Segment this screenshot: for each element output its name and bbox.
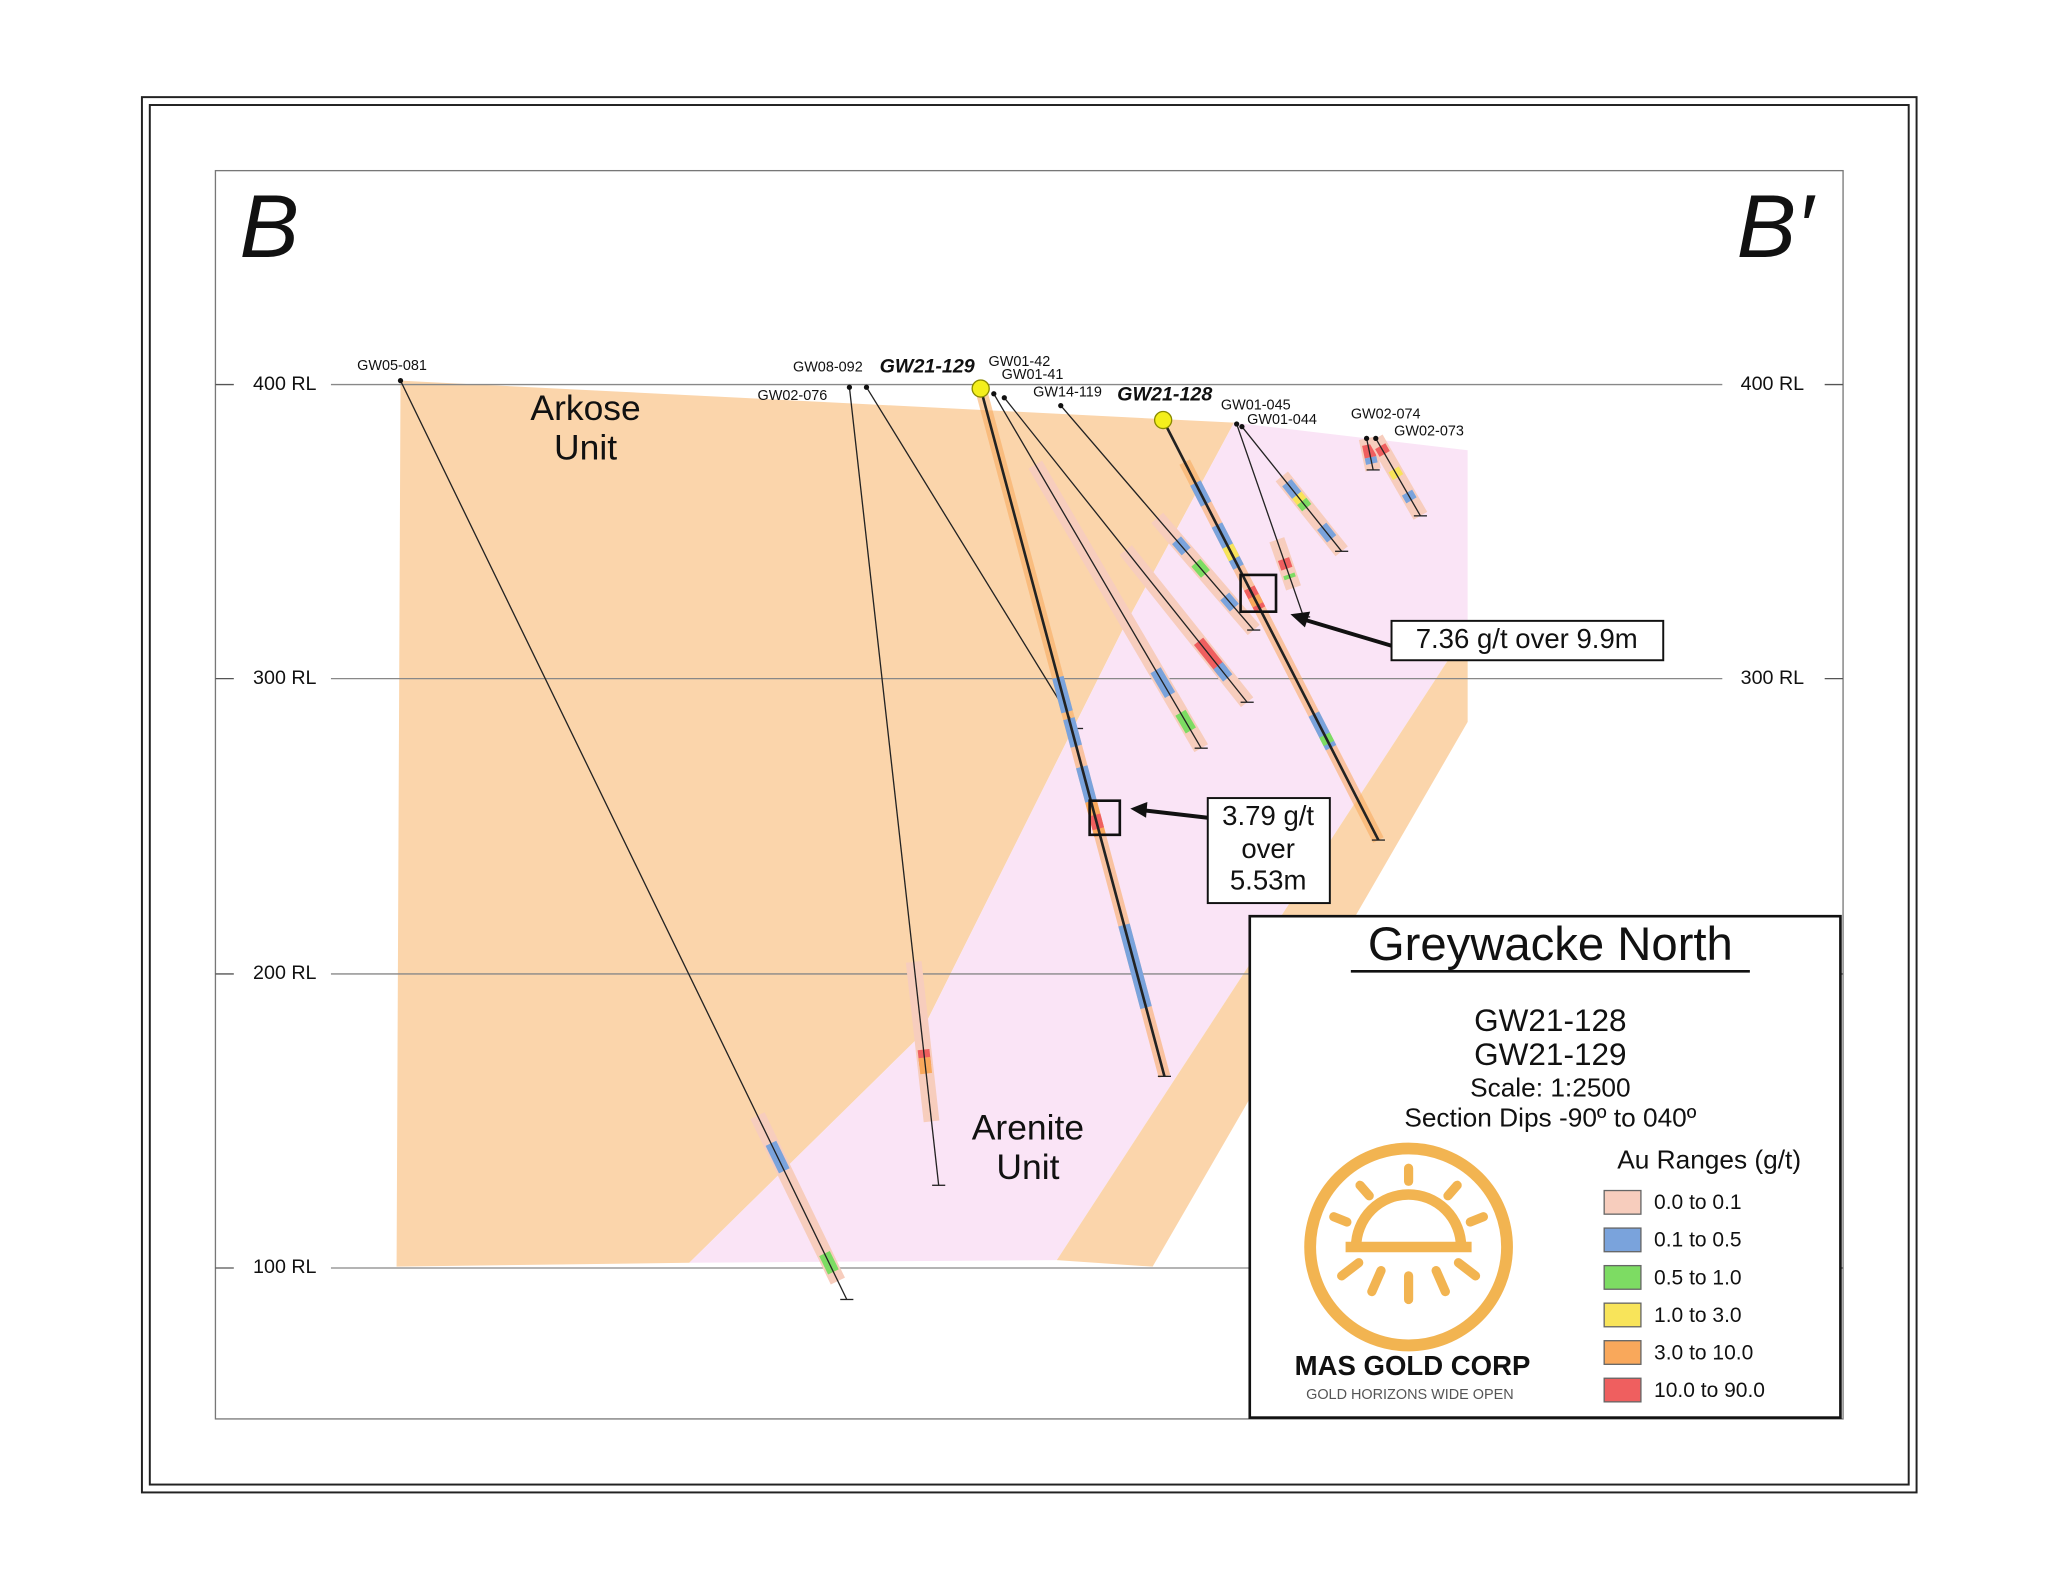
legend-hole: GW21-128 — [1474, 1002, 1626, 1038]
range-label: 0.5 to 1.0 — [1654, 1266, 1742, 1289]
callout-box — [1390, 619, 1665, 662]
collar — [397, 378, 404, 384]
drill-trace — [979, 388, 1166, 1077]
level-label: 300 RL — [1741, 667, 1804, 689]
arkose-unit-area — [396, 380, 1235, 1267]
highlight-box — [1239, 573, 1278, 613]
callout-box — [1206, 797, 1331, 905]
range-label: 1.0 to 3.0 — [1654, 1304, 1742, 1327]
hole-label: GW02-076 — [758, 388, 828, 404]
collar — [1239, 423, 1245, 430]
collar — [1363, 435, 1370, 442]
logo: MAS GOLD CORP GOLD HORIZONS WIDE OPEN — [1295, 1142, 1531, 1403]
callout-text: 3.79 g/t — [1222, 800, 1314, 831]
drill-trace — [1375, 438, 1421, 517]
collar — [1058, 402, 1064, 409]
hole-label: GW02-073 — [1394, 424, 1464, 440]
drill-trace — [865, 386, 1078, 729]
range-label: 0.1 to 0.5 — [1654, 1229, 1742, 1252]
range-swatch — [1603, 1227, 1642, 1253]
unit-label: Arkose — [530, 388, 640, 428]
hole-label: GW01-045 — [1221, 397, 1291, 413]
logo-name: MAS GOLD CORP — [1295, 1350, 1531, 1381]
hole-label: GW01-41 — [1002, 367, 1064, 383]
logo-ring — [1304, 1142, 1513, 1352]
collar — [1001, 395, 1007, 401]
range-label: 3.0 to 10.0 — [1654, 1341, 1753, 1364]
section-start-label: B — [239, 176, 299, 276]
hole-label: GW02-074 — [1351, 407, 1421, 423]
logo-rays — [1329, 1163, 1489, 1305]
unit-label: Unit — [554, 428, 617, 468]
level-label: 200 RL — [253, 962, 316, 984]
range-swatch — [1603, 1189, 1642, 1215]
callout-text: 7.36 g/t over 9.9m — [1416, 623, 1638, 654]
collar — [1234, 421, 1240, 427]
hole-label: GW01-044 — [1247, 412, 1317, 428]
level-label: 100 RL — [253, 1256, 316, 1278]
drill-trace — [1060, 405, 1255, 631]
section-end-label: B′ — [1737, 176, 1817, 276]
drill-trace — [1003, 397, 1248, 703]
arrow-head — [1130, 802, 1148, 818]
collar — [863, 384, 870, 390]
unit-label: Unit — [996, 1147, 1059, 1187]
ranges-title: Au Ranges (g/t) — [1617, 1145, 1801, 1175]
level-label: 400 RL — [253, 373, 316, 395]
drill-trace — [1236, 423, 1305, 618]
level-label: 300 RL — [253, 667, 316, 689]
logo-sun — [1350, 1189, 1467, 1248]
legend-hole: GW21-129 — [1474, 1036, 1626, 1072]
collar-highlight — [971, 379, 990, 398]
hole-label: GW08-092 — [793, 359, 863, 375]
range-swatch — [1603, 1302, 1642, 1328]
level-label: 400 RL — [1741, 373, 1804, 395]
drill-trace — [848, 387, 940, 1186]
inner-border — [148, 104, 1910, 1486]
hole-label: GW21-128 — [1117, 383, 1212, 405]
hole-label: GW21-129 — [880, 356, 975, 378]
drill-trace — [1241, 426, 1343, 552]
drill-trace — [1161, 419, 1380, 841]
hole-label: GW01-42 — [989, 354, 1051, 370]
legend-scale: Scale: 1:2500 — [1470, 1072, 1631, 1102]
collar — [991, 391, 997, 397]
drill-trace — [993, 393, 1202, 749]
callout-text: 5.53m — [1230, 864, 1307, 895]
range-swatch — [1603, 1264, 1642, 1290]
logo-tagline: GOLD HORIZONS WIDE OPEN — [1306, 1387, 1514, 1403]
callout-arrow — [1299, 616, 1393, 648]
hole-label: GW05-081 — [357, 358, 427, 374]
callout-text: over — [1241, 833, 1295, 864]
range-legend: 0.0 to 0.1 0.1 to 0.5 0.5 to 1.0 1.0 to 3.0… — [1603, 1189, 1765, 1403]
collar-highlight — [1153, 410, 1173, 430]
collar — [1373, 435, 1379, 442]
range-label: 0.0 to 0.1 — [1654, 1191, 1742, 1214]
drill-trace — [399, 380, 848, 1300]
range-label: 10.0 to 90.0 — [1654, 1379, 1765, 1402]
highlight-box — [1088, 799, 1122, 837]
drill-trace — [1365, 438, 1374, 471]
arrow-head — [1290, 611, 1311, 628]
collar — [846, 384, 853, 390]
hole-label: GW14-119 — [1033, 384, 1102, 400]
callout-arrow — [1139, 807, 1208, 820]
legend-dips: Section Dips -90º to 040º — [1404, 1103, 1696, 1133]
range-swatch — [1603, 1340, 1642, 1365]
unit-label: Arenite — [972, 1108, 1084, 1148]
range-swatch — [1603, 1377, 1642, 1403]
legend-title: Greywacke North — [1368, 918, 1733, 971]
outer-border — [140, 96, 1918, 1494]
